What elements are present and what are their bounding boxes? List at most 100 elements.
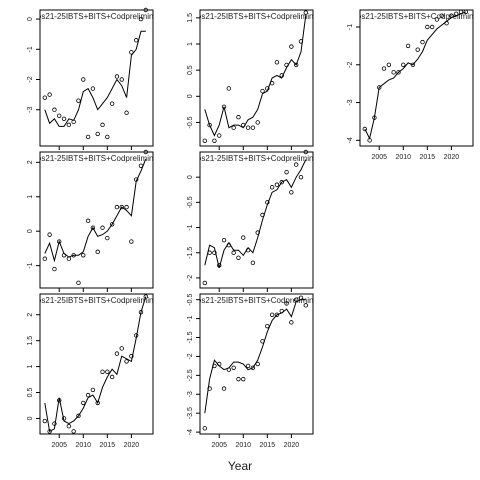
observed-point xyxy=(298,174,304,180)
observed-point xyxy=(109,222,115,227)
observed-point xyxy=(202,280,208,286)
observed-point xyxy=(386,62,392,67)
observed-point xyxy=(241,376,246,382)
observed-point xyxy=(212,363,217,369)
observed-point xyxy=(61,116,67,121)
observed-point xyxy=(289,320,294,325)
x-tick-label: 2005 xyxy=(51,442,67,449)
observed-point xyxy=(61,253,67,258)
y-tick-label: -2.5 xyxy=(187,369,194,381)
y-tick-label: -0.5 xyxy=(187,196,194,208)
observed-point xyxy=(425,24,430,30)
y-tick-label: 2 xyxy=(27,160,34,164)
y-tick-label: -4 xyxy=(187,429,194,435)
observed-point xyxy=(42,418,48,424)
observed-point xyxy=(284,301,289,306)
y-tick-label: -1.5 xyxy=(187,247,194,259)
observed-point xyxy=(293,62,299,68)
observed-point xyxy=(114,74,120,79)
observed-point xyxy=(367,138,372,143)
y-tick-label: -3 xyxy=(187,391,194,397)
observed-point xyxy=(217,361,222,367)
observed-point xyxy=(265,86,270,91)
x-tick-label: 2010 xyxy=(75,442,91,449)
observed-point xyxy=(405,43,411,49)
observed-point xyxy=(236,376,241,382)
observed-point xyxy=(269,81,275,86)
observed-point xyxy=(231,365,236,370)
panel-title: aios21-25IBTS+BITS+Codpreliminao xyxy=(351,12,480,21)
observed-point xyxy=(260,88,265,94)
observed-point xyxy=(250,125,256,130)
observed-point xyxy=(95,249,100,255)
observed-point xyxy=(138,309,144,315)
x-tick-label: 2010 xyxy=(395,154,411,161)
observed-point xyxy=(226,86,232,91)
y-tick-label: 1 xyxy=(187,42,194,46)
observed-point xyxy=(391,70,396,75)
y-tick-label: 0 xyxy=(187,94,194,98)
observed-point xyxy=(85,392,91,398)
x-axis-label: Year xyxy=(228,459,252,473)
observed-point xyxy=(76,413,81,419)
observed-point xyxy=(105,134,110,140)
observed-point xyxy=(81,253,86,258)
observed-point xyxy=(143,149,148,155)
observed-point xyxy=(226,367,232,372)
observed-point xyxy=(133,177,139,182)
observed-point xyxy=(255,120,260,125)
y-tick-label: 1.5 xyxy=(27,336,34,346)
observed-point xyxy=(303,149,308,155)
x-tick-label: 2020 xyxy=(124,442,140,449)
observed-point xyxy=(90,225,96,230)
observed-point xyxy=(124,204,129,210)
observed-point xyxy=(52,266,57,272)
observed-point xyxy=(119,77,124,82)
observed-point xyxy=(95,400,100,406)
observed-point xyxy=(57,113,62,118)
observed-point xyxy=(71,253,76,258)
observed-point xyxy=(207,250,212,255)
fitted-line xyxy=(204,299,306,414)
observed-point xyxy=(71,429,76,434)
observed-point xyxy=(289,44,294,49)
observed-point xyxy=(47,429,52,434)
observed-point xyxy=(61,416,67,421)
observed-point xyxy=(143,294,148,299)
observed-point xyxy=(255,361,260,367)
observed-point xyxy=(221,104,227,109)
x-tick-label: 2015 xyxy=(100,442,116,449)
y-tick-label: 0 xyxy=(27,17,34,21)
x-tick-label: 2005 xyxy=(211,442,227,449)
observed-point xyxy=(100,225,105,230)
observed-point xyxy=(401,62,406,67)
observed-point xyxy=(109,101,115,106)
observed-point xyxy=(207,386,212,391)
observed-point xyxy=(129,50,134,55)
observed-point xyxy=(217,263,222,268)
observed-point xyxy=(52,107,57,112)
x-tick-label: 2005 xyxy=(371,154,387,161)
observed-point xyxy=(372,115,377,120)
observed-point xyxy=(250,260,256,266)
observed-point xyxy=(85,134,91,140)
y-tick-label: 0.5 xyxy=(187,65,194,75)
observed-point xyxy=(269,312,275,318)
observed-point xyxy=(202,426,208,431)
observed-point xyxy=(129,239,134,244)
observed-point xyxy=(429,24,435,30)
y-tick-label: -0.5 xyxy=(187,294,194,306)
observed-point xyxy=(381,66,387,71)
observed-point xyxy=(231,250,236,255)
observed-point xyxy=(124,110,129,115)
observed-point xyxy=(245,363,251,369)
y-tick-label: -1 xyxy=(187,315,194,321)
x-tick-label: 2020 xyxy=(444,154,460,161)
observed-point xyxy=(217,133,222,138)
fitted-line xyxy=(44,296,147,433)
y-tick-label: 2 xyxy=(27,313,34,317)
observed-point xyxy=(57,239,62,244)
